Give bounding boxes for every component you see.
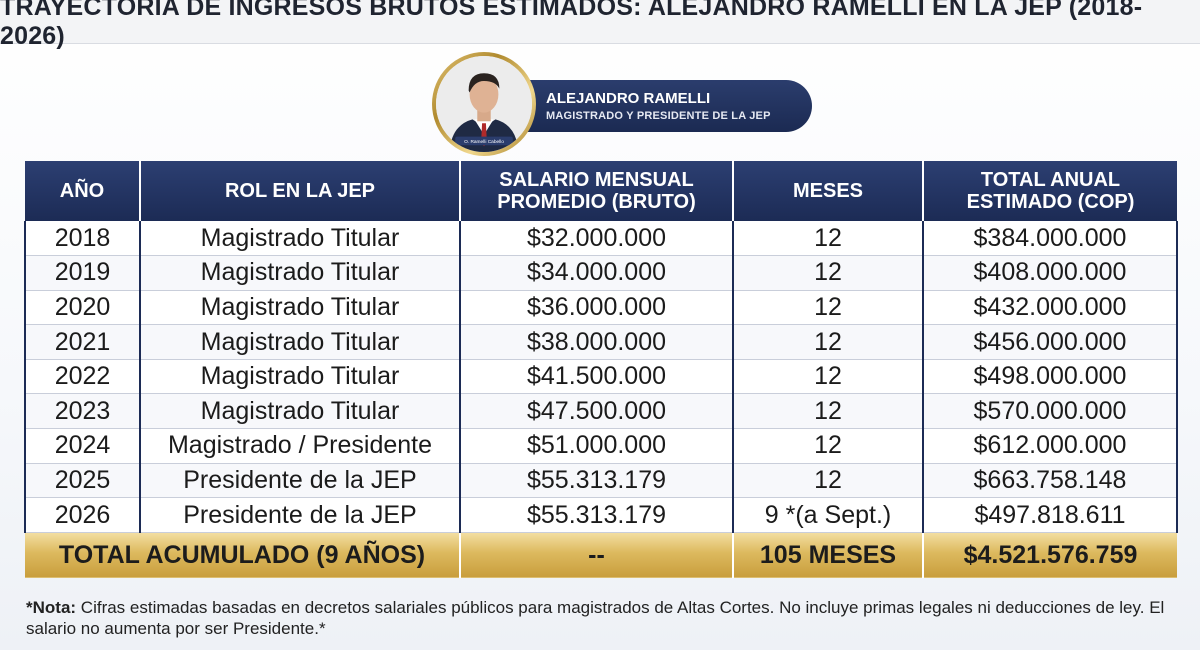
cell-monthly-salary: $36.000.000 — [460, 290, 734, 326]
cell-months: 12 — [733, 324, 924, 360]
table-row: 2022 Magistrado Titular $41.500.000 12 $498.… — [24, 359, 1178, 395]
cell-role: Magistrado Titular — [140, 221, 461, 257]
total-label: TOTAL ACUMULADO (9 AÑOS) — [25, 532, 461, 579]
header-annual-total: TOTAL ANUAL ESTIMADO (COP) — [923, 161, 1177, 221]
header-year: AÑO — [25, 161, 141, 221]
total-amount: $4.521.576.759 — [923, 532, 1177, 579]
avatar-caption: O. Ramelli Cabello — [464, 139, 504, 145]
cell-year: 2026 — [24, 497, 141, 533]
table-row: 2024 Magistrado / Presidente $51.000.000 12… — [24, 428, 1178, 464]
cell-monthly-salary: $34.000.000 — [460, 255, 734, 291]
footnote-prefix: *Nota: — [26, 598, 77, 617]
cell-monthly-salary: $55.313.179 — [460, 497, 734, 533]
table-row: 2026 Presidente de la JEP $55.313.179 9 *(a… — [24, 497, 1178, 533]
cell-monthly-salary: $41.500.000 — [460, 359, 734, 395]
cell-role: Presidente de la JEP — [140, 463, 461, 499]
table-header-row: AÑO ROL EN LA JEP SALARIO MENSUAL PROMED… — [25, 161, 1177, 221]
total-salary: -- — [460, 532, 734, 579]
cell-role: Magistrado Titular — [140, 290, 461, 326]
cell-months: 12 — [733, 221, 924, 257]
total-row: TOTAL ACUMULADO (9 AÑOS) -- 105 MESES $4… — [25, 532, 1177, 579]
cell-role: Magistrado Titular — [140, 324, 461, 360]
header-monthly-salary: SALARIO MENSUAL PROMEDIO (BRUTO) — [460, 161, 734, 221]
profile-badge: ALEJANDRO RAMELLI MAGISTRADO Y PRESIDENT… — [432, 52, 812, 156]
cell-monthly-salary: $51.000.000 — [460, 428, 734, 464]
cell-monthly-salary: $32.000.000 — [460, 221, 734, 257]
cell-months: 12 — [733, 428, 924, 464]
cell-year: 2024 — [24, 428, 141, 464]
cell-annual-total: $497.818.611 — [923, 497, 1178, 533]
table-row: 2023 Magistrado Titular $47.500.000 12 $570.… — [24, 393, 1178, 430]
cell-role: Magistrado Titular — [140, 255, 461, 291]
cell-annual-total: $498.000.000 — [923, 359, 1178, 395]
avatar: O. Ramelli Cabello — [432, 52, 536, 156]
cell-months: 12 — [733, 463, 924, 499]
total-months: 105 MESES — [733, 532, 924, 579]
cell-role: Presidente de la JEP — [140, 497, 461, 533]
cell-role: Magistrado Titular — [140, 359, 461, 395]
cell-role: Magistrado / Presidente — [140, 428, 461, 464]
header-months: MESES — [733, 161, 924, 221]
cell-year: 2023 — [24, 393, 141, 430]
cell-months: 12 — [733, 359, 924, 395]
table-row: 2019 Magistrado Titular $34.000.000 12 $408.… — [24, 255, 1178, 291]
cell-monthly-salary: $55.313.179 — [460, 463, 734, 499]
profile-name-pill: ALEJANDRO RAMELLI MAGISTRADO Y PRESIDENT… — [502, 80, 812, 132]
header-role: ROL EN LA JEP — [140, 161, 461, 221]
profile-role: MAGISTRADO Y PRESIDENTE DE LA JEP — [546, 110, 771, 122]
income-table: AÑO ROL EN LA JEP SALARIO MENSUAL PROMED… — [24, 161, 1178, 579]
cell-months: 12 — [733, 290, 924, 326]
footnote-text: Cifras estimadas basadas en decretos sal… — [26, 598, 1165, 638]
cell-annual-total: $663.758.148 — [923, 463, 1178, 499]
cell-annual-total: $408.000.000 — [923, 255, 1178, 291]
cell-months: 12 — [733, 393, 924, 430]
cell-annual-total: $570.000.000 — [923, 393, 1178, 430]
cell-year: 2025 — [24, 463, 141, 499]
cell-months: 12 — [733, 255, 924, 291]
title-bar: TRAYECTORIA DE INGRESOS BRUTOS ESTIMADOS… — [0, 0, 1200, 50]
table-row: 2021 Magistrado Titular $38.000.000 12 $456.… — [24, 324, 1178, 360]
cell-monthly-salary: $38.000.000 — [460, 324, 734, 360]
cell-months: 9 *(a Sept.) — [733, 497, 924, 533]
footnote: *Nota: Cifras estimadas basadas en decre… — [26, 597, 1186, 639]
cell-annual-total: $384.000.000 — [923, 221, 1178, 257]
income-table-container: AÑO ROL EN LA JEP SALARIO MENSUAL PROMED… — [24, 161, 1178, 579]
cell-year: 2020 — [24, 290, 141, 326]
cell-annual-total: $456.000.000 — [923, 324, 1178, 360]
cell-role: Magistrado Titular — [140, 393, 461, 430]
cell-annual-total: $612.000.000 — [923, 428, 1178, 464]
cell-year: 2021 — [24, 324, 141, 360]
cell-year: 2018 — [24, 221, 141, 257]
page-title: TRAYECTORIA DE INGRESOS BRUTOS ESTIMADOS… — [0, 0, 1143, 50]
cell-monthly-salary: $47.500.000 — [460, 393, 734, 430]
cell-year: 2022 — [24, 359, 141, 395]
table-row: 2025 Presidente de la JEP $55.313.179 12 $66… — [24, 463, 1178, 499]
table-row: 2020 Magistrado Titular $36.000.000 12 $432.… — [24, 290, 1178, 326]
cell-annual-total: $432.000.000 — [923, 290, 1178, 326]
profile-name: ALEJANDRO RAMELLI — [546, 90, 711, 107]
cell-year: 2019 — [24, 255, 141, 291]
portrait-image: O. Ramelli Cabello — [436, 56, 532, 152]
table-row: 2018 Magistrado Titular $32.000.000 12 $384.… — [24, 221, 1178, 257]
